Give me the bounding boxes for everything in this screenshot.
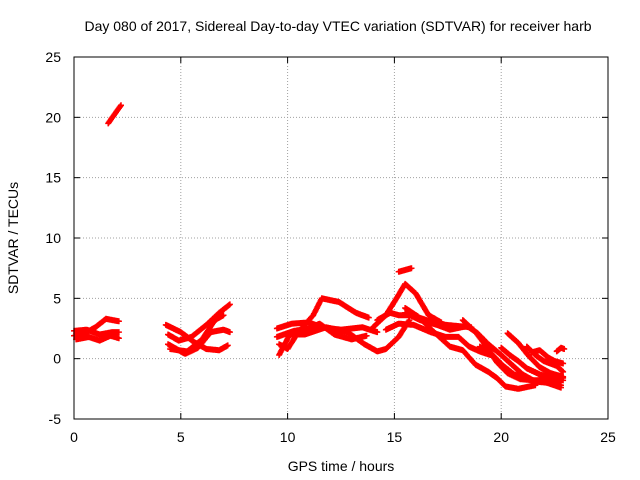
y-tick-label: 0 xyxy=(53,351,61,367)
series-t5f xyxy=(395,265,415,275)
x-tick-labels: 0 5 10 15 20 25 xyxy=(70,429,616,445)
series-markers xyxy=(395,265,415,275)
y-tick-label: 20 xyxy=(45,109,61,125)
x-tick-label: 15 xyxy=(387,429,403,445)
series-markers xyxy=(476,343,564,391)
series-markers xyxy=(553,344,568,355)
series-markers xyxy=(528,347,567,367)
series-t3d xyxy=(167,312,227,355)
series-t6b xyxy=(476,343,564,391)
y-axis-label: SDTVAR / TECUs xyxy=(5,182,21,294)
plot-frame xyxy=(73,56,609,420)
series-t4d xyxy=(276,317,413,358)
x-tick-label: 0 xyxy=(70,429,78,445)
series-markers xyxy=(276,317,413,358)
y-tick-label: -5 xyxy=(49,411,62,427)
y-tick-label: 10 xyxy=(45,230,61,246)
series-t6d xyxy=(504,330,567,380)
x-tick-label: 5 xyxy=(177,429,185,445)
x-tick-label: 25 xyxy=(600,429,616,445)
grid xyxy=(74,57,608,419)
series-t2 xyxy=(105,102,124,127)
series-t1c xyxy=(73,332,122,344)
series-markers xyxy=(165,301,233,344)
series-markers xyxy=(105,102,124,127)
series-t6f xyxy=(528,347,567,367)
y-tick-label: 15 xyxy=(45,170,61,186)
series-t6c xyxy=(498,344,567,384)
x-tick-label: 20 xyxy=(493,429,509,445)
series-markers xyxy=(73,332,122,344)
x-axis-label: GPS time / hours xyxy=(288,458,395,474)
series-markers xyxy=(167,312,227,355)
series-t3b xyxy=(165,301,233,344)
points-layer xyxy=(71,102,568,392)
y-tick-label: 25 xyxy=(45,49,61,65)
y-tick-label: 5 xyxy=(53,290,61,306)
y-tick-labels: -5 0 5 10 15 20 25 xyxy=(45,49,61,427)
series-markers xyxy=(504,330,567,380)
series-t6g xyxy=(553,344,568,355)
series-markers xyxy=(498,344,567,384)
x-tick-label: 10 xyxy=(280,429,296,445)
chart-title: Day 080 of 2017, Sidereal Day-to-day VTE… xyxy=(84,18,591,34)
